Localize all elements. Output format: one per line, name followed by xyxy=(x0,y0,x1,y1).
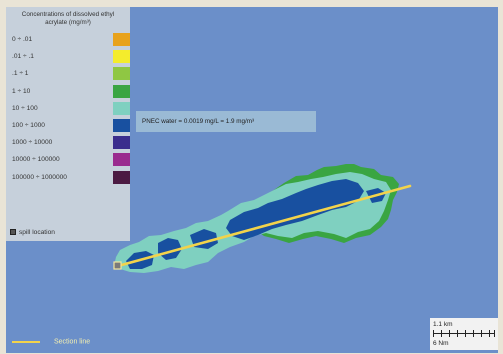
plume-core-4 xyxy=(226,179,364,240)
scale-lower-label: 6 Nm xyxy=(433,340,449,347)
section-line-swatch xyxy=(12,340,40,343)
legend-label: 1 ÷ 10 xyxy=(12,87,31,95)
scale-tick xyxy=(465,330,466,337)
plume-layer xyxy=(113,164,412,273)
legend-row: 1000 ÷ 10000 xyxy=(10,136,130,153)
legend-swatch xyxy=(113,67,130,81)
section-line xyxy=(116,184,412,268)
scale-bar: 1.1 km 6 Nm xyxy=(430,318,498,350)
legend-row: 0 ÷ .01 xyxy=(10,33,130,50)
legend-title: Concentrations of dissolved ethyl acryla… xyxy=(21,11,115,26)
legend-label: 10 ÷ 100 xyxy=(12,104,38,112)
section-line-legend: Section line xyxy=(12,333,91,346)
legend-label: .01 ÷ .1 xyxy=(12,53,34,61)
scale-tick xyxy=(457,330,458,337)
pnec-annotation: PNEC water = 0.0019 mg/L = 1.9 mg/m³ xyxy=(136,111,316,132)
spill-location-label: spill location xyxy=(19,229,55,236)
legend-row: 100000 ÷ 1000000 xyxy=(10,170,130,188)
scale-tick xyxy=(433,330,434,337)
legend-row: 10000 ÷ 100000 xyxy=(10,153,130,170)
legend-label: .1 ÷ 1 xyxy=(12,70,29,78)
legend-label: 0 ÷ .01 xyxy=(12,36,33,43)
scale-tick xyxy=(481,330,482,337)
scale-tick xyxy=(449,330,450,337)
scale-tick xyxy=(489,330,490,337)
legend-label: 100 ÷ 1000 xyxy=(12,121,45,129)
spill-location-icon xyxy=(10,229,16,236)
scale-bar-line xyxy=(433,333,495,334)
legend-label: 100000 ÷ 1000000 xyxy=(12,173,67,181)
scale-tick xyxy=(473,330,474,337)
map-canvas[interactable]: Concentrations of dissolved ethyl acryla… xyxy=(6,7,498,353)
section-line-label: Section line xyxy=(54,338,91,346)
legend-row: 10 ÷ 100 xyxy=(10,101,130,119)
legend-row: .01 ÷ .1 xyxy=(10,50,130,67)
legend-swatch xyxy=(113,170,130,184)
concentration-legend: Concentrations of dissolved ethyl acryla… xyxy=(6,7,130,241)
legend-spill-location: spill location xyxy=(10,229,55,236)
legend-row: 100 ÷ 1000 xyxy=(10,118,130,136)
legend-swatch xyxy=(113,101,130,115)
spill-marker xyxy=(113,261,122,270)
legend-swatch xyxy=(113,84,130,98)
legend-swatch xyxy=(113,118,130,132)
scale-tick xyxy=(441,330,442,337)
legend-row: 1 ÷ 10 xyxy=(10,84,130,102)
legend-swatch xyxy=(113,50,130,64)
legend-label: 1000 ÷ 10000 xyxy=(12,139,53,147)
legend-swatch xyxy=(113,33,130,46)
scale-tick xyxy=(494,330,495,337)
legend-row: .1 ÷ 1 xyxy=(10,67,130,84)
legend-swatch xyxy=(113,153,130,167)
legend-swatch xyxy=(113,136,130,150)
scale-upper-label: 1.1 km xyxy=(433,321,453,328)
legend-label: 10000 ÷ 100000 xyxy=(12,156,60,164)
